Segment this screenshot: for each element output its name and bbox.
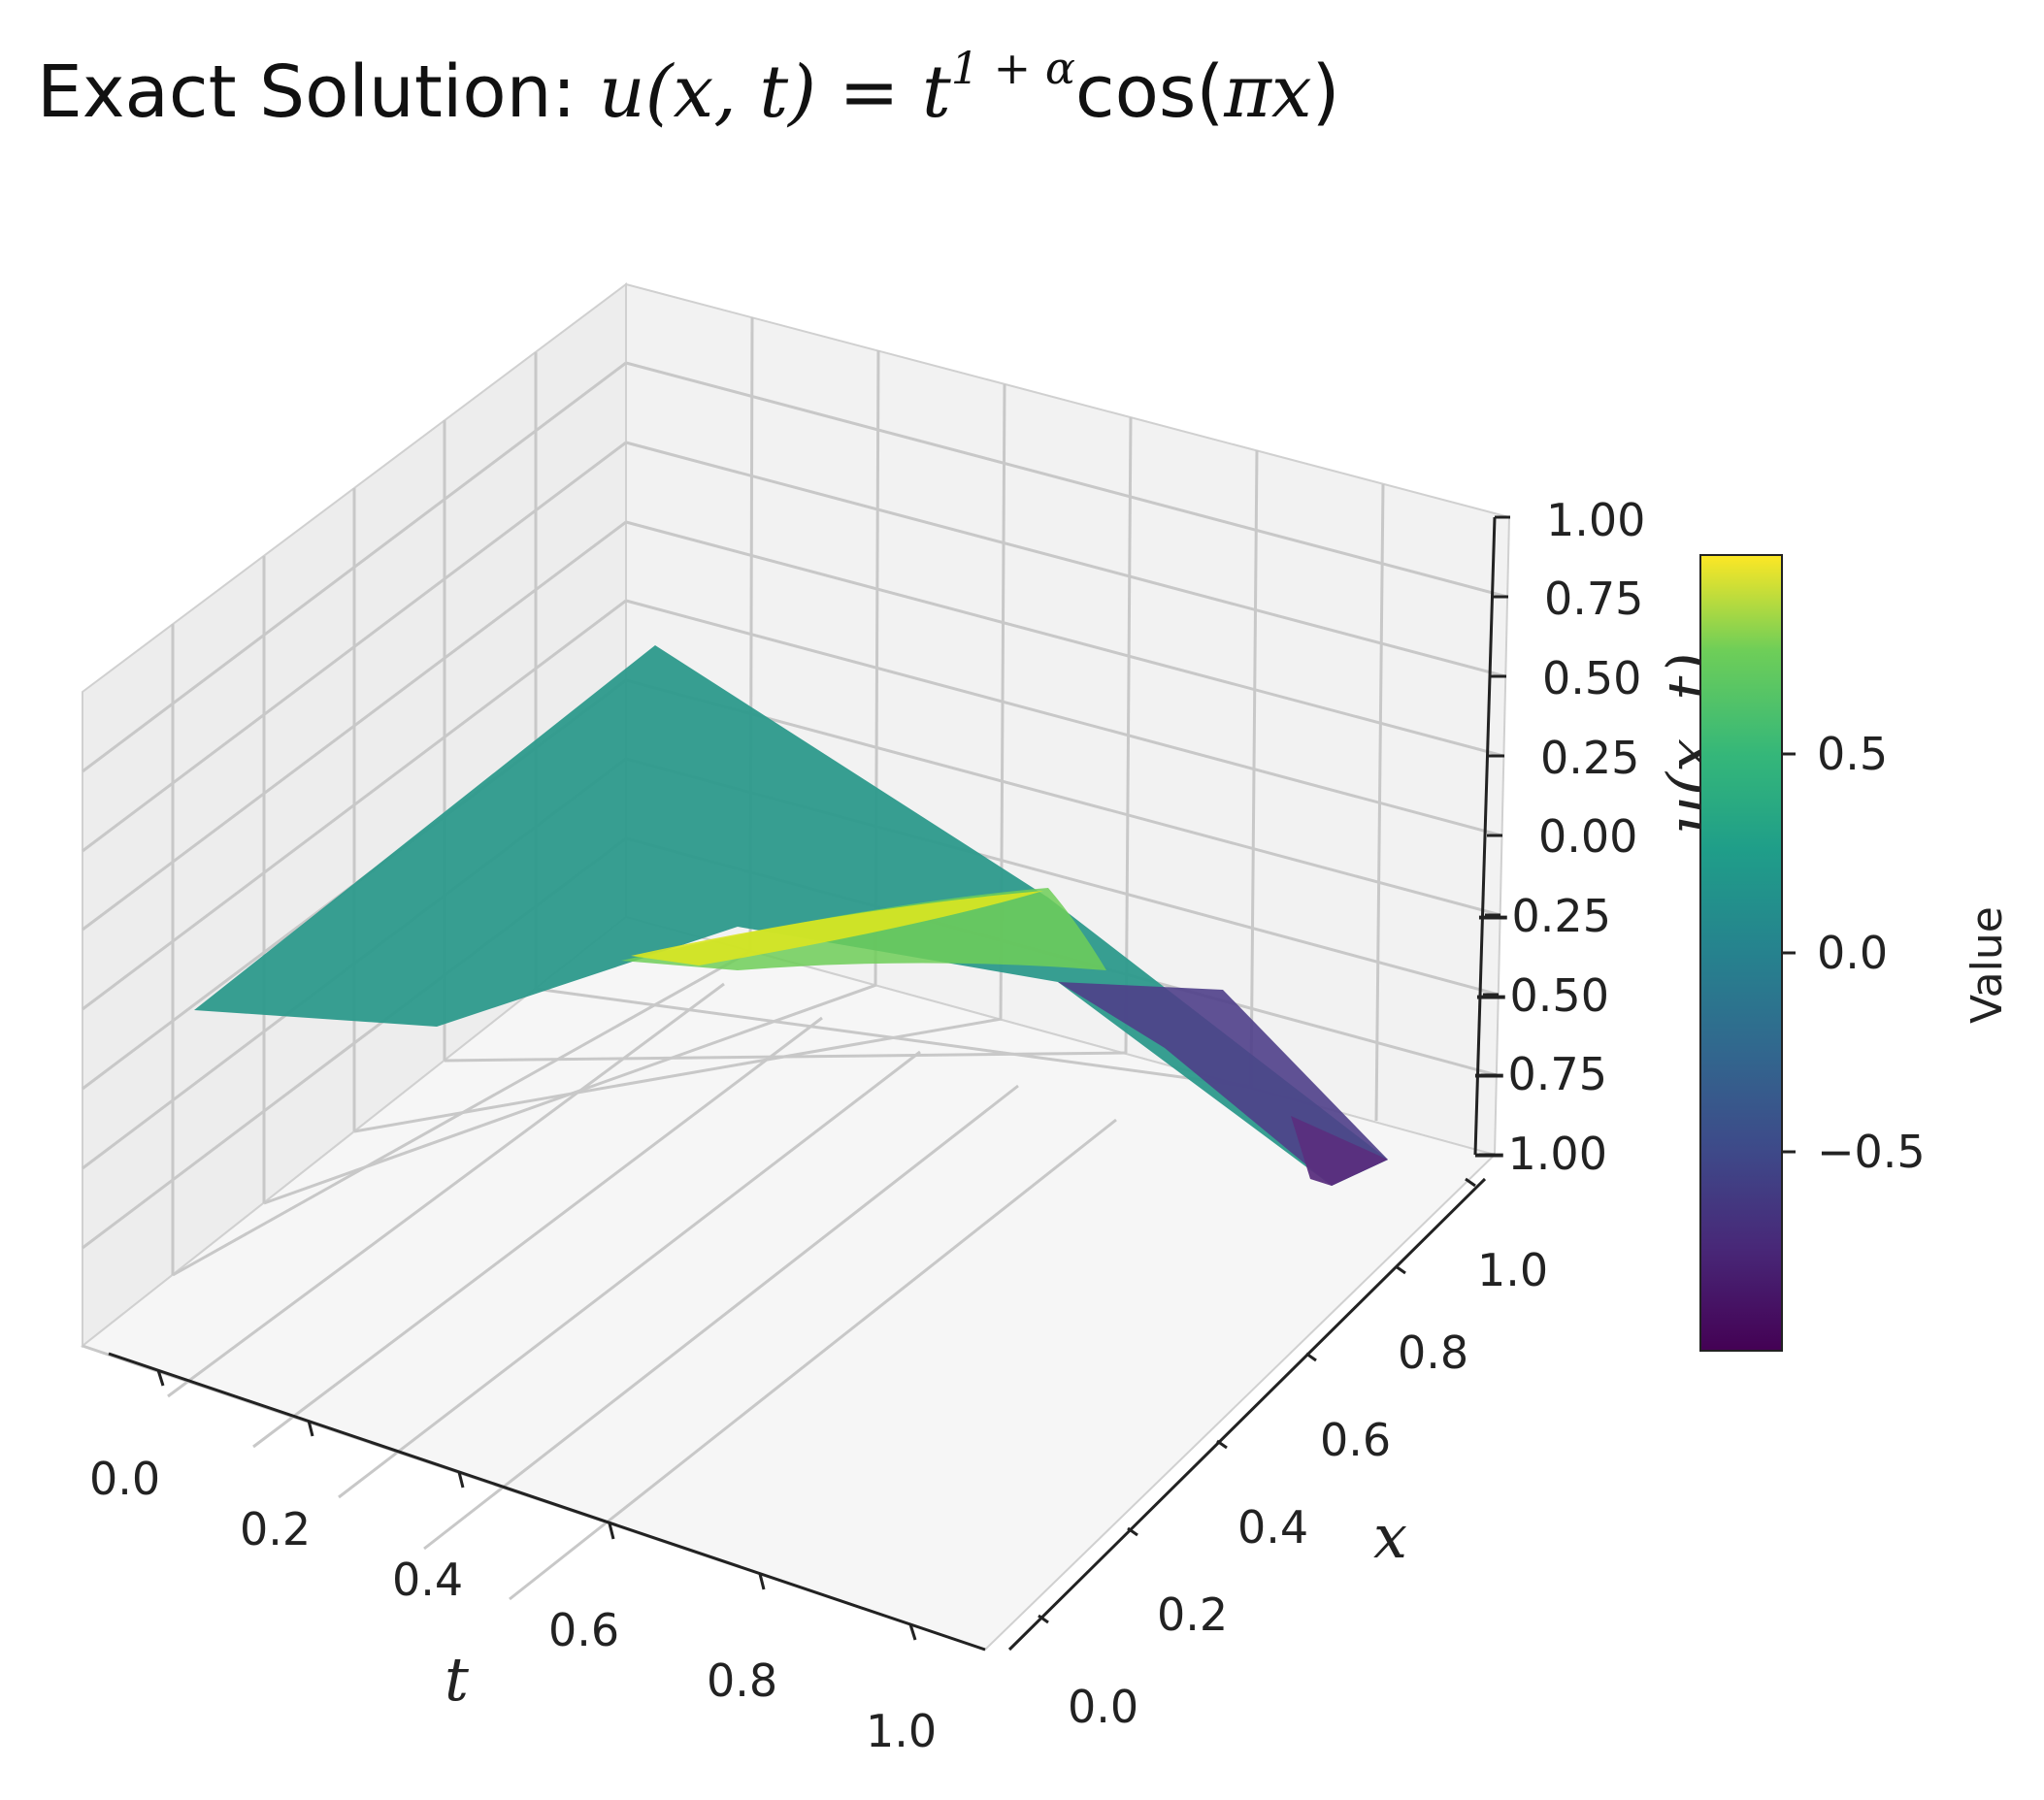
tick-marks — [156, 515, 1510, 1641]
svg-text:Exact Solution: u(x, t) = t1 +: Exact Solution: u(x, t) = t1 + αcos(πx) — [37, 42, 1340, 134]
colorbar-tick-label: 0.5 — [1817, 728, 1888, 780]
title-equals: = — [816, 50, 922, 134]
z-tick-label: −0.50 — [1472, 969, 1609, 1022]
x-tick-label: 0.2 — [1157, 1588, 1228, 1641]
x-tick-label: 0.8 — [1398, 1326, 1468, 1379]
t-axis-label: t — [445, 1644, 469, 1715]
surface-patch-tip — [1291, 1116, 1388, 1186]
t-axis-line — [108, 1352, 986, 1652]
x-tick-label: 0.4 — [1237, 1501, 1308, 1554]
x-axis-line — [1007, 1177, 1487, 1652]
chart-title: Exact Solution: u(x, t) = t1 + αcos(πx) — [37, 42, 1340, 134]
title-exponent: 1 + α — [951, 42, 1075, 94]
title-tail-close: ) — [1312, 50, 1340, 134]
x-tick-label: 1.0 — [1477, 1244, 1548, 1296]
x-axis-ticks: 0.0 0.2 0.4 0.6 0.8 1.0 x — [1068, 1244, 1548, 1733]
colorbar: −0.5 0.0 0.5 Value — [1699, 554, 2012, 1352]
t-tick-label: 0.0 — [89, 1453, 160, 1505]
t-tick-label: 1.0 — [866, 1705, 937, 1757]
colorbar-tick-label: −0.5 — [1817, 1126, 1926, 1178]
title-base: t — [922, 50, 951, 134]
z-tick-label: −1.00 — [1470, 1128, 1607, 1180]
title-prefix: Exact Solution: — [37, 50, 599, 134]
z-axis-ticks: −1.00 −0.75 −0.50 −0.25 0.00 0.25 0.50 0… — [1470, 494, 1725, 1180]
t-axis-ticks: 0.0 0.2 0.4 0.6 0.8 1.0 t — [89, 1453, 937, 1757]
surface-patch-main — [194, 645, 1388, 1186]
z-tick-label: 0.00 — [1538, 810, 1637, 863]
surface-ridge-yellow — [631, 891, 1043, 965]
title-lhs: u(x, t) — [599, 50, 816, 134]
x-tick-label: 0.0 — [1068, 1681, 1138, 1733]
colorbar-tick-label: 0.0 — [1817, 927, 1888, 979]
colorbar-gradient — [1699, 554, 1783, 1352]
t-tick-label: 0.6 — [548, 1604, 619, 1656]
z-tick-label: −0.25 — [1474, 890, 1611, 942]
t-tick-label: 0.8 — [707, 1654, 777, 1707]
z-tick-label: 0.25 — [1540, 732, 1639, 784]
surface — [194, 645, 1388, 1186]
x-tick-label: 0.6 — [1320, 1414, 1391, 1466]
title-tail-arg: πx — [1223, 50, 1311, 134]
axis-lines — [108, 516, 1497, 1652]
z-tick-label: 0.50 — [1542, 652, 1641, 704]
z-axis-line — [1473, 516, 1497, 1156]
t-tick-label: 0.4 — [392, 1554, 463, 1606]
z-tick-label: 1.00 — [1546, 494, 1645, 546]
z-tick-label: 0.75 — [1544, 573, 1643, 625]
z-tick-label: −0.75 — [1470, 1048, 1607, 1100]
x-axis-label: x — [1373, 1501, 1407, 1572]
colorbar-label: Value — [1962, 906, 2012, 1024]
t-tick-label: 0.2 — [240, 1503, 311, 1555]
title-tail-fn: cos( — [1075, 50, 1224, 134]
